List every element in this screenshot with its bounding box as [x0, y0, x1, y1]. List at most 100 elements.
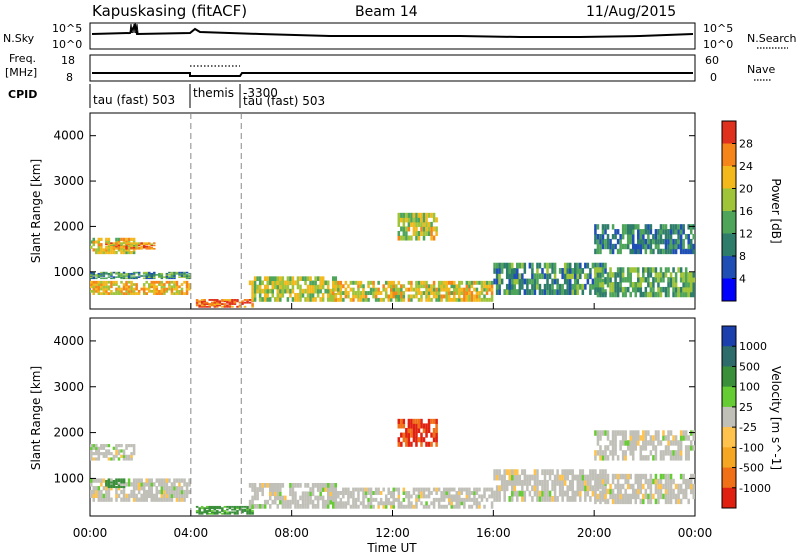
power-cell: [692, 291, 695, 298]
power-cell: [279, 280, 282, 286]
velocity-region-6: [397, 418, 438, 447]
velocity-cell: [236, 505, 239, 508]
power-cell: [420, 284, 423, 289]
power-cell: [574, 278, 577, 285]
power-cell: [127, 274, 131, 276]
velocity-cell: [374, 487, 378, 492]
velocity-cell: [107, 449, 111, 453]
velocity-cell: [488, 494, 491, 499]
power-colorbar-swatch: [722, 233, 736, 257]
velocity-cell: [321, 495, 325, 501]
velocity-cell: [687, 435, 690, 441]
power-cell: [543, 283, 547, 290]
power-cell: [637, 243, 640, 250]
velocity-cell: [667, 430, 670, 436]
velocity-cell: [437, 487, 441, 492]
velocity-cell: [321, 487, 325, 492]
velocity-cell: [198, 512, 201, 515]
power-cell: [629, 229, 632, 235]
power-cell: [611, 286, 615, 293]
velocity-cell: [95, 478, 98, 483]
velocity-cell: [425, 504, 428, 509]
velocity-cell: [200, 512, 204, 515]
power-cell: [415, 294, 418, 299]
velocity-cell: [576, 474, 580, 481]
velocity-cell: [664, 473, 668, 480]
power-cell: [566, 262, 569, 269]
velocity-cell: [238, 507, 242, 510]
velocity-cell: [402, 437, 406, 443]
velocity-cell: [334, 483, 338, 488]
velocity-cell: [236, 510, 239, 512]
power-cell: [637, 248, 640, 255]
power-cell: [568, 278, 572, 285]
power-region-10: [594, 267, 695, 298]
velocity-cell: [548, 490, 552, 497]
velocity-cell: [105, 493, 108, 499]
power-cell: [664, 238, 668, 245]
velocity-cell: [117, 444, 121, 448]
velocity-cell: [105, 452, 108, 456]
velocity-cell: [420, 494, 423, 499]
freq-unit-label: [MHz]: [5, 66, 37, 79]
velocity-cell: [337, 504, 340, 509]
power-cell: [158, 283, 161, 286]
power-cell: [596, 286, 600, 293]
time-tick-label: 04:00: [174, 526, 209, 540]
power-cell: [274, 276, 277, 281]
velocity-cell: [498, 485, 501, 492]
power-cell: [568, 283, 572, 290]
power-colorbar-tick-label: 4: [739, 273, 746, 286]
velocity-cell: [624, 430, 627, 436]
power-cell: [359, 280, 363, 285]
velocity-cell: [493, 490, 496, 497]
power-cell: [185, 276, 189, 278]
velocity-cell: [687, 455, 690, 461]
power-cell: [372, 287, 375, 292]
power-cell: [634, 282, 638, 288]
velocity-cell: [677, 455, 680, 461]
velocity-cell: [130, 444, 133, 448]
velocity-cell: [402, 432, 406, 438]
power-cell: [233, 299, 237, 301]
power-cell: [604, 229, 607, 235]
power-cell: [631, 267, 635, 273]
velocity-cell: [657, 483, 660, 490]
power-cell: [541, 289, 544, 295]
velocity-cell: [621, 483, 625, 490]
velocity-cell: [132, 446, 136, 450]
power-cell: [659, 224, 663, 230]
power-cell: [185, 289, 189, 293]
velocity-cell: [639, 478, 643, 485]
velocity-cell: [526, 479, 529, 486]
velocity-cell: [604, 478, 607, 485]
power-cell: [155, 274, 159, 276]
velocity-cell: [115, 444, 118, 448]
power-cell: [689, 277, 693, 283]
power-cell: [389, 291, 393, 295]
power-cell: [533, 283, 537, 290]
velocity-cell: [410, 428, 413, 434]
velocity-cell: [599, 430, 602, 436]
power-cell: [125, 247, 128, 250]
power-cell: [135, 276, 138, 278]
power-cell: [359, 294, 363, 299]
velocity-cell: [611, 478, 615, 485]
velocity-cell: [558, 490, 562, 497]
velocity-cell: [621, 430, 625, 436]
power-cell: [266, 292, 269, 298]
velocity-cell: [112, 483, 116, 486]
power-cell: [102, 277, 106, 280]
power-cell: [253, 292, 257, 298]
power-cell: [498, 289, 501, 295]
power-cell: [90, 240, 93, 244]
power-cell: [551, 278, 554, 285]
power-cell: [669, 224, 673, 230]
power-cell: [117, 237, 121, 241]
power-cell: [621, 291, 625, 298]
velocity-cell: [621, 450, 625, 456]
velocity-cell: [637, 473, 640, 480]
power-cell: [314, 288, 317, 294]
velocity-colorbar-tick-label: -25: [739, 421, 757, 434]
velocity-cell: [200, 511, 204, 514]
